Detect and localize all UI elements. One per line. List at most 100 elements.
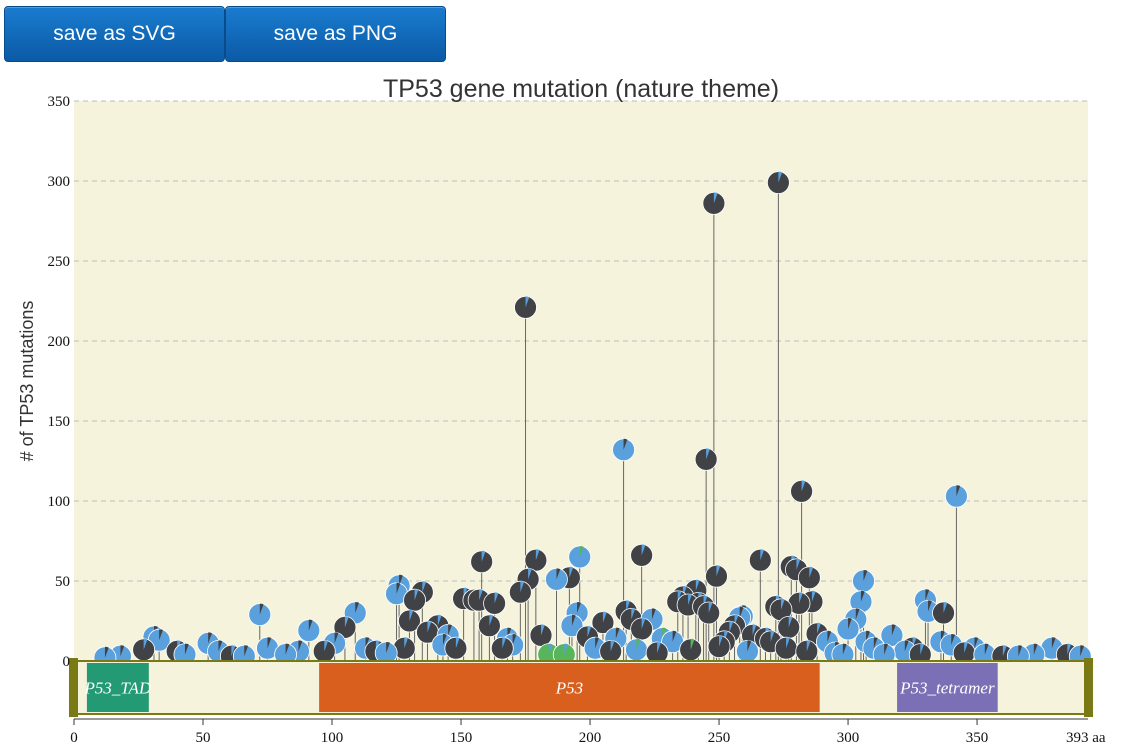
x-tick-label: 100: [321, 730, 344, 746]
protein-domain-label: P53_TAD: [83, 679, 151, 698]
mutation-lollipop-head: [736, 640, 759, 663]
mutation-head-slice: [974, 637, 979, 649]
mutation-head-slice: [1033, 643, 1038, 655]
mutation-lollipop-head: [697, 601, 721, 625]
mutation-head-slice: [548, 643, 553, 655]
x-axis: 0 50 100 150 200 250 300 350 393 aa: [70, 718, 1106, 746]
mutation-head-slice: [760, 549, 765, 561]
mutation-lollipop-head: [374, 641, 398, 665]
protein-domain-label: P53: [555, 679, 583, 698]
mutation-head-slice: [651, 608, 656, 620]
mutation-lollipop-head: [545, 568, 568, 591]
mutation-head-slice: [855, 608, 860, 620]
mutation-lollipop-head: [630, 544, 654, 567]
mutation-lollipop-head: [256, 636, 279, 660]
mutation-lollipop-head: [777, 616, 801, 639]
mutation-lollipop-head: [852, 569, 875, 593]
mutation-lollipop-head: [591, 611, 615, 634]
mutation-head-slice: [801, 480, 806, 492]
mutation-head-slice: [512, 634, 517, 645]
mutation-head-slice: [657, 642, 661, 653]
mutation-head-slice: [159, 629, 163, 641]
mutation-head-slice: [528, 568, 532, 580]
mutation-lollipop-head: [748, 548, 772, 572]
mutation-lollipop-head: [478, 614, 501, 638]
mutation-lollipop-head: [312, 640, 336, 663]
mutation-head-slice: [956, 485, 961, 497]
mutation-head-slice: [414, 589, 419, 601]
mutation-lollipop-head: [490, 636, 514, 660]
mutation-head-slice: [984, 643, 989, 655]
y-axis-label: # of TP53 mutations: [17, 301, 37, 462]
mutation-head-slice: [641, 544, 646, 556]
y-tick-label: 250: [48, 254, 71, 270]
x-tick-label: 150: [450, 730, 473, 746]
mutation-head-slice: [729, 621, 734, 633]
protein-domain-label: P53_tetramer: [899, 679, 995, 698]
mutation-lollipop-head: [836, 617, 860, 641]
mutation-lollipop-head: [795, 640, 819, 663]
mutation-head-slice: [925, 589, 930, 601]
mutation-head-slice: [615, 627, 620, 639]
mutation-head-slice: [636, 638, 641, 650]
mutation-lollipop-head: [679, 638, 703, 662]
mutation-head-slice: [873, 637, 878, 649]
mutation-lollipop-head: [524, 548, 548, 572]
mutation-head-slice: [688, 594, 692, 605]
mutation-head-slice: [884, 643, 888, 655]
mutation-lollipop-head: [297, 619, 321, 642]
protein-domain: [86, 663, 149, 712]
mutation-lollipop-head: [707, 635, 731, 658]
save-as-png-button[interactable]: save as PNG: [225, 6, 446, 62]
mutation-lollipop-head: [599, 640, 623, 663]
mutation-lollipop-head: [333, 616, 357, 639]
mutation-head-slice: [860, 590, 865, 602]
mutation-head-slice: [1018, 645, 1023, 657]
x-tick-label: 250: [708, 730, 731, 746]
mutation-head-slice: [863, 570, 868, 581]
mutation-head-slice: [799, 592, 803, 604]
x-tick-label: 50: [196, 730, 211, 746]
y-tick-label: 150: [48, 414, 71, 430]
mutation-head-slice: [690, 638, 695, 650]
mutation-lollipop-head: [560, 614, 584, 638]
mutation-head-slice: [404, 637, 409, 649]
mutation-head-slice: [1051, 637, 1056, 649]
mutation-head-slice: [525, 296, 530, 308]
mutation-head-slice: [298, 640, 303, 652]
mutation-lollipop-head: [416, 620, 439, 644]
mutation-lollipop-head: [568, 545, 592, 569]
mutation-lollipop-head: [705, 564, 728, 588]
mutation-head-slice: [964, 642, 968, 653]
mutation-head-slice: [479, 589, 483, 601]
chart-title: TP53 gene mutation (nature theme): [383, 75, 779, 103]
mutation-head-slice: [577, 602, 581, 613]
mutation-heads: [93, 171, 1092, 670]
mutation-lollipop-head: [790, 479, 814, 503]
mutation-lollipop-head: [849, 590, 873, 614]
mutation-head-slice: [442, 634, 447, 645]
mutation-head-slice: [409, 610, 414, 621]
y-tick-label: 300: [48, 174, 71, 190]
mutation-head-slice: [780, 598, 785, 610]
save-as-svg-button[interactable]: save as SVG: [4, 6, 225, 62]
mutation-head-slice: [1080, 645, 1085, 657]
mutation-head-slice: [481, 550, 486, 562]
grid-lines: [74, 100, 1088, 582]
protein-track-start-cap: [69, 658, 78, 717]
mutation-head-slice: [386, 642, 390, 653]
mutation-lollipop-head: [508, 580, 532, 604]
mutation-head-slice: [827, 630, 832, 642]
mutation-lollipop-head: [385, 582, 408, 606]
mutation-head-slice: [770, 630, 775, 642]
mutation-lollipop-head: [248, 603, 272, 626]
mutation-head-circle: [490, 636, 514, 660]
mutation-head-slice: [842, 643, 847, 655]
mutation-head-slice: [631, 608, 636, 620]
mutation-head-slice: [811, 590, 816, 602]
mutation-head-slice: [520, 581, 525, 593]
mutation-head-slice: [218, 640, 223, 652]
mutation-head-slice: [422, 581, 427, 593]
mutation-head-slice: [143, 638, 148, 650]
mutation-head-slice: [695, 579, 700, 591]
